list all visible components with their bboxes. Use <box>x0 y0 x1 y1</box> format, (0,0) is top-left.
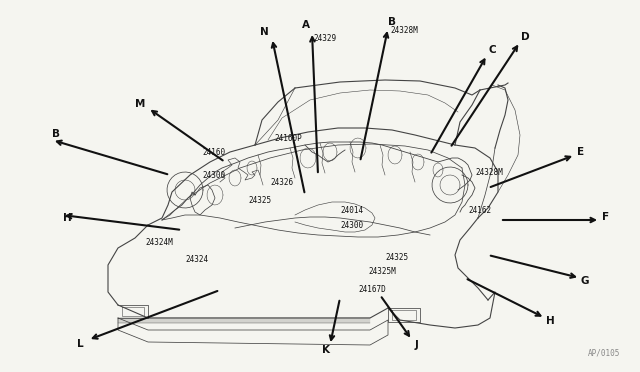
Text: H: H <box>63 213 72 223</box>
Text: 24324: 24324 <box>185 256 208 264</box>
Text: M: M <box>135 99 145 109</box>
Text: G: G <box>580 276 589 286</box>
Text: AP/0105: AP/0105 <box>588 349 620 358</box>
Text: 24300: 24300 <box>202 170 225 180</box>
Text: E: E <box>577 147 584 157</box>
Text: 24162: 24162 <box>468 205 491 215</box>
Text: 24325: 24325 <box>248 196 271 205</box>
Text: N: N <box>260 27 268 37</box>
Text: 24014: 24014 <box>340 205 363 215</box>
Text: B: B <box>388 17 396 27</box>
Text: 24325M: 24325M <box>368 267 396 276</box>
Text: C: C <box>488 45 496 55</box>
Text: L: L <box>77 339 83 349</box>
Text: D: D <box>521 32 529 42</box>
Text: 24160P: 24160P <box>274 134 301 142</box>
Text: H: H <box>546 316 554 326</box>
Text: K: K <box>322 345 330 355</box>
Text: 24329: 24329 <box>313 33 336 42</box>
Text: 24160: 24160 <box>202 148 225 157</box>
Text: J: J <box>414 340 418 350</box>
Text: 24328M: 24328M <box>475 167 503 176</box>
Text: 24300: 24300 <box>340 221 363 230</box>
Text: B: B <box>52 129 60 139</box>
Text: 24324M: 24324M <box>145 237 173 247</box>
Text: 24326: 24326 <box>270 177 293 186</box>
Text: A: A <box>302 20 310 30</box>
Text: 24325: 24325 <box>385 253 408 263</box>
Text: F: F <box>602 212 609 222</box>
Text: 24167D: 24167D <box>358 285 386 295</box>
Text: 24328M: 24328M <box>390 26 418 35</box>
